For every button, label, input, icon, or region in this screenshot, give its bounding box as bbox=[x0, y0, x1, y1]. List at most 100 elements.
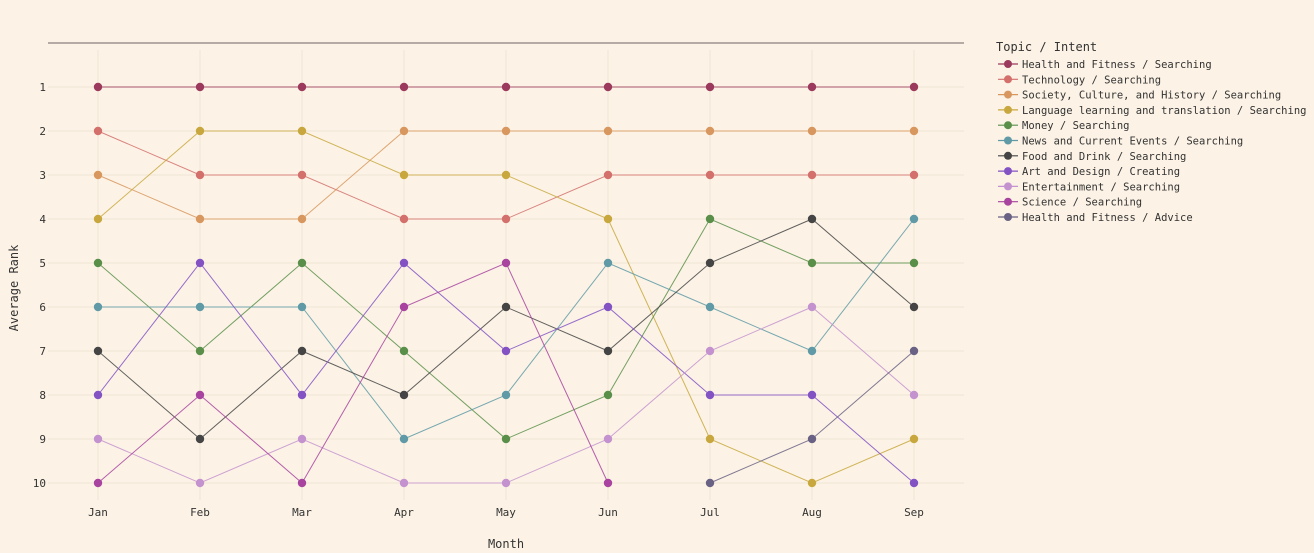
data-point[interactable] bbox=[705, 82, 715, 92]
data-point[interactable] bbox=[93, 82, 103, 92]
legend-item[interactable]: Health and Fitness / Searching bbox=[998, 59, 1212, 71]
data-point[interactable] bbox=[297, 82, 307, 92]
data-point[interactable] bbox=[909, 170, 919, 180]
data-point[interactable] bbox=[297, 258, 307, 268]
legend-item[interactable]: Science / Searching bbox=[998, 197, 1142, 209]
data-point[interactable] bbox=[705, 126, 715, 136]
data-point[interactable] bbox=[195, 434, 205, 444]
data-point[interactable] bbox=[705, 302, 715, 312]
data-point[interactable] bbox=[399, 170, 409, 180]
data-point[interactable] bbox=[909, 346, 919, 356]
data-point[interactable] bbox=[603, 478, 613, 488]
data-point[interactable] bbox=[195, 302, 205, 312]
legend-item[interactable]: Art and Design / Creating bbox=[998, 166, 1180, 178]
data-point[interactable] bbox=[297, 434, 307, 444]
data-point[interactable] bbox=[195, 170, 205, 180]
data-point[interactable] bbox=[399, 302, 409, 312]
data-point[interactable] bbox=[297, 478, 307, 488]
data-point[interactable] bbox=[93, 478, 103, 488]
data-point[interactable] bbox=[807, 82, 817, 92]
data-point[interactable] bbox=[705, 434, 715, 444]
data-point[interactable] bbox=[195, 82, 205, 92]
data-point[interactable] bbox=[93, 346, 103, 356]
legend-item[interactable]: Technology / Searching bbox=[998, 74, 1161, 86]
legend-item[interactable]: Food and Drink / Searching bbox=[998, 151, 1186, 163]
data-point[interactable] bbox=[909, 214, 919, 224]
legend-item[interactable]: Entertainment / Searching bbox=[998, 181, 1180, 193]
data-point[interactable] bbox=[807, 170, 817, 180]
data-point[interactable] bbox=[399, 346, 409, 356]
data-point[interactable] bbox=[501, 346, 511, 356]
data-point[interactable] bbox=[705, 390, 715, 400]
data-point[interactable] bbox=[603, 346, 613, 356]
data-point[interactable] bbox=[195, 258, 205, 268]
data-point[interactable] bbox=[93, 434, 103, 444]
data-point[interactable] bbox=[501, 258, 511, 268]
data-point[interactable] bbox=[93, 302, 103, 312]
data-point[interactable] bbox=[807, 258, 817, 268]
data-point[interactable] bbox=[807, 126, 817, 136]
legend-item[interactable]: Health and Fitness / Advice bbox=[998, 212, 1193, 224]
data-point[interactable] bbox=[297, 346, 307, 356]
data-point[interactable] bbox=[909, 302, 919, 312]
data-point[interactable] bbox=[501, 434, 511, 444]
legend-item[interactable]: Society, Culture, and History / Searchin… bbox=[998, 90, 1281, 102]
data-point[interactable] bbox=[399, 82, 409, 92]
data-point[interactable] bbox=[705, 214, 715, 224]
data-point[interactable] bbox=[93, 214, 103, 224]
data-point[interactable] bbox=[93, 390, 103, 400]
data-point[interactable] bbox=[807, 390, 817, 400]
data-point[interactable] bbox=[501, 390, 511, 400]
data-point[interactable] bbox=[909, 434, 919, 444]
data-point[interactable] bbox=[297, 390, 307, 400]
data-point[interactable] bbox=[603, 434, 613, 444]
data-point[interactable] bbox=[195, 478, 205, 488]
data-point[interactable] bbox=[501, 170, 511, 180]
data-point[interactable] bbox=[705, 170, 715, 180]
data-point[interactable] bbox=[501, 302, 511, 312]
data-point[interactable] bbox=[297, 302, 307, 312]
data-point[interactable] bbox=[807, 302, 817, 312]
data-point[interactable] bbox=[399, 126, 409, 136]
data-point[interactable] bbox=[909, 478, 919, 488]
data-point[interactable] bbox=[93, 258, 103, 268]
data-point[interactable] bbox=[603, 258, 613, 268]
data-point[interactable] bbox=[399, 258, 409, 268]
data-point[interactable] bbox=[705, 346, 715, 356]
data-point[interactable] bbox=[603, 82, 613, 92]
data-point[interactable] bbox=[603, 214, 613, 224]
data-point[interactable] bbox=[93, 126, 103, 136]
data-point[interactable] bbox=[501, 478, 511, 488]
data-point[interactable] bbox=[195, 346, 205, 356]
data-point[interactable] bbox=[807, 478, 817, 488]
data-point[interactable] bbox=[399, 214, 409, 224]
data-point[interactable] bbox=[909, 126, 919, 136]
data-point[interactable] bbox=[297, 170, 307, 180]
data-point[interactable] bbox=[909, 390, 919, 400]
data-point[interactable] bbox=[705, 258, 715, 268]
legend-item[interactable]: News and Current Events / Searching bbox=[998, 136, 1243, 148]
data-point[interactable] bbox=[297, 126, 307, 136]
data-point[interactable] bbox=[501, 126, 511, 136]
data-point[interactable] bbox=[195, 390, 205, 400]
data-point[interactable] bbox=[909, 258, 919, 268]
data-point[interactable] bbox=[603, 170, 613, 180]
data-point[interactable] bbox=[603, 302, 613, 312]
data-point[interactable] bbox=[93, 170, 103, 180]
data-point[interactable] bbox=[603, 126, 613, 136]
data-point[interactable] bbox=[399, 434, 409, 444]
data-point[interactable] bbox=[195, 126, 205, 136]
legend-item[interactable]: Money / Searching bbox=[998, 120, 1129, 132]
data-point[interactable] bbox=[195, 214, 205, 224]
data-point[interactable] bbox=[603, 390, 613, 400]
data-point[interactable] bbox=[399, 390, 409, 400]
data-point[interactable] bbox=[297, 214, 307, 224]
legend-item[interactable]: Language learning and translation / Sear… bbox=[998, 105, 1306, 117]
data-point[interactable] bbox=[807, 434, 817, 444]
data-point[interactable] bbox=[501, 82, 511, 92]
data-point[interactable] bbox=[807, 346, 817, 356]
data-point[interactable] bbox=[909, 82, 919, 92]
data-point[interactable] bbox=[807, 214, 817, 224]
data-point[interactable] bbox=[705, 478, 715, 488]
data-point[interactable] bbox=[399, 478, 409, 488]
